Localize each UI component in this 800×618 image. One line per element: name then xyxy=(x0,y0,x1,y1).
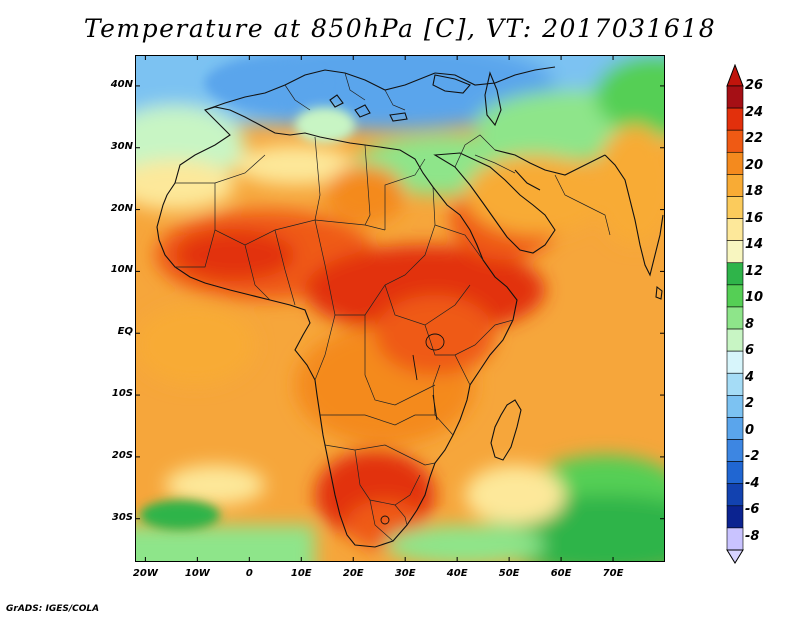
colorbar-min-arrow xyxy=(726,549,744,564)
colorbar-swatch xyxy=(726,284,744,308)
colorbar-swatch xyxy=(726,395,744,418)
lon-label: 70E xyxy=(602,568,624,579)
colorbar-label: 8 xyxy=(745,316,755,332)
colorbar-label: 14 xyxy=(745,237,764,252)
colorbar-swatch xyxy=(726,218,744,241)
axis-ticks xyxy=(135,55,665,562)
colorbar-swatch xyxy=(726,505,744,529)
colorbar-label: 20 xyxy=(745,157,764,173)
colorbar-swatch xyxy=(726,240,744,264)
colorbar-swatch xyxy=(726,350,744,374)
temperature-map xyxy=(135,55,665,562)
colorbar-label: 18 xyxy=(745,184,764,199)
colorbar-label: 6 xyxy=(745,343,755,358)
colorbar-label: 4 xyxy=(745,369,755,385)
colorbar-swatch xyxy=(726,151,744,175)
colorbar-swatch xyxy=(726,262,744,286)
colorbar-max-arrow xyxy=(726,64,744,87)
lon-label: 40E xyxy=(446,568,468,579)
colorbar-label: 16 xyxy=(745,210,764,226)
colorbar-label: 12 xyxy=(745,263,764,279)
lon-label: 10E xyxy=(290,568,312,579)
colorbar xyxy=(726,64,744,564)
colorbar-label: 0 xyxy=(745,422,755,438)
lon-label: 20E xyxy=(342,568,364,579)
colorbar-label: 26 xyxy=(745,78,764,93)
lon-label: 60E xyxy=(550,568,572,579)
colorbar-swatch xyxy=(726,527,744,551)
lat-label: 20N xyxy=(110,202,133,214)
lat-label: EQ xyxy=(117,326,133,338)
colorbar-swatch xyxy=(726,174,744,197)
lat-label: 10N xyxy=(110,264,133,276)
lat-label: 30S xyxy=(111,511,133,523)
colorbar-swatch xyxy=(726,107,744,131)
lat-label: 20S xyxy=(111,449,133,461)
lon-label: 20W xyxy=(132,568,158,579)
colorbar-swatch xyxy=(726,328,744,352)
lat-label: 30N xyxy=(110,140,133,152)
colorbar-swatch xyxy=(726,129,744,153)
lat-label: 40N xyxy=(110,78,133,90)
colorbar-label: 10 xyxy=(745,290,764,305)
lakes xyxy=(380,333,445,525)
colorbar-swatch xyxy=(726,196,744,219)
country-borders xyxy=(175,72,611,542)
coastlines xyxy=(156,66,664,548)
colorbar-label: -4 xyxy=(745,475,760,491)
colorbar-swatch xyxy=(726,461,744,485)
colorbar-swatch xyxy=(726,439,744,462)
colorbar-swatch xyxy=(726,417,744,440)
map-panel xyxy=(135,55,665,562)
lon-label: 30E xyxy=(394,568,416,579)
colorbar-swatch xyxy=(726,306,744,330)
colorbar-label: -8 xyxy=(745,528,760,544)
colorbar-label: 2 xyxy=(745,396,755,411)
lat-label: 10S xyxy=(111,388,133,400)
map-title: Temperature at 850hPa [C], VT: 201703161… xyxy=(83,14,717,43)
colorbar-label: -6 xyxy=(745,502,760,517)
colorbar-swatch xyxy=(726,372,744,396)
colorbar-label: -2 xyxy=(745,449,760,464)
credit-text: GrADS: IGES/COLA xyxy=(6,604,100,614)
lon-label: 10W xyxy=(184,568,210,579)
lon-label: 0 xyxy=(245,568,253,579)
colorbar-swatch xyxy=(726,483,744,507)
colorbar-label: 24 xyxy=(745,104,764,120)
colorbar-swatch xyxy=(726,85,744,109)
colorbar-label: 22 xyxy=(745,131,764,146)
lon-label: 50E xyxy=(498,568,520,579)
